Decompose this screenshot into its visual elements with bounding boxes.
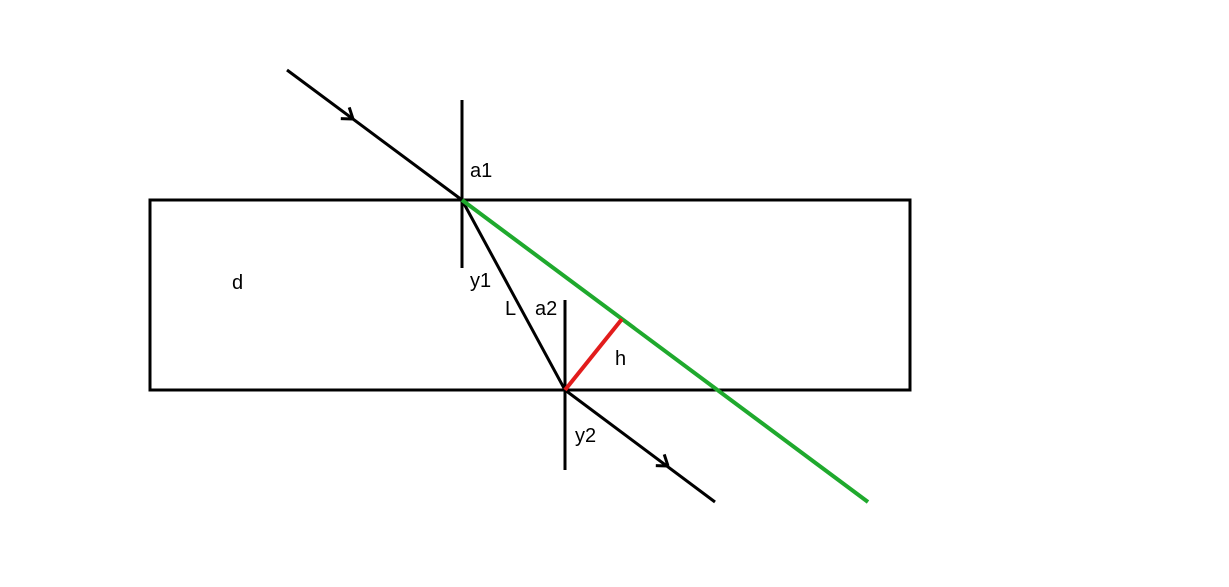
label-d: d — [232, 272, 243, 295]
label-y2: y2 — [575, 425, 596, 448]
label-a2: a2 — [535, 298, 557, 321]
incident-ray — [287, 70, 462, 200]
label-y1: y1 — [470, 270, 491, 293]
perpendicular-h — [565, 319, 622, 390]
label-L: L — [505, 298, 516, 321]
label-h: h — [615, 348, 626, 371]
label-a1: a1 — [470, 160, 492, 183]
glass-slab — [150, 200, 910, 390]
refracted-ray-inside — [462, 200, 565, 390]
refraction-diagram — [0, 0, 1229, 587]
